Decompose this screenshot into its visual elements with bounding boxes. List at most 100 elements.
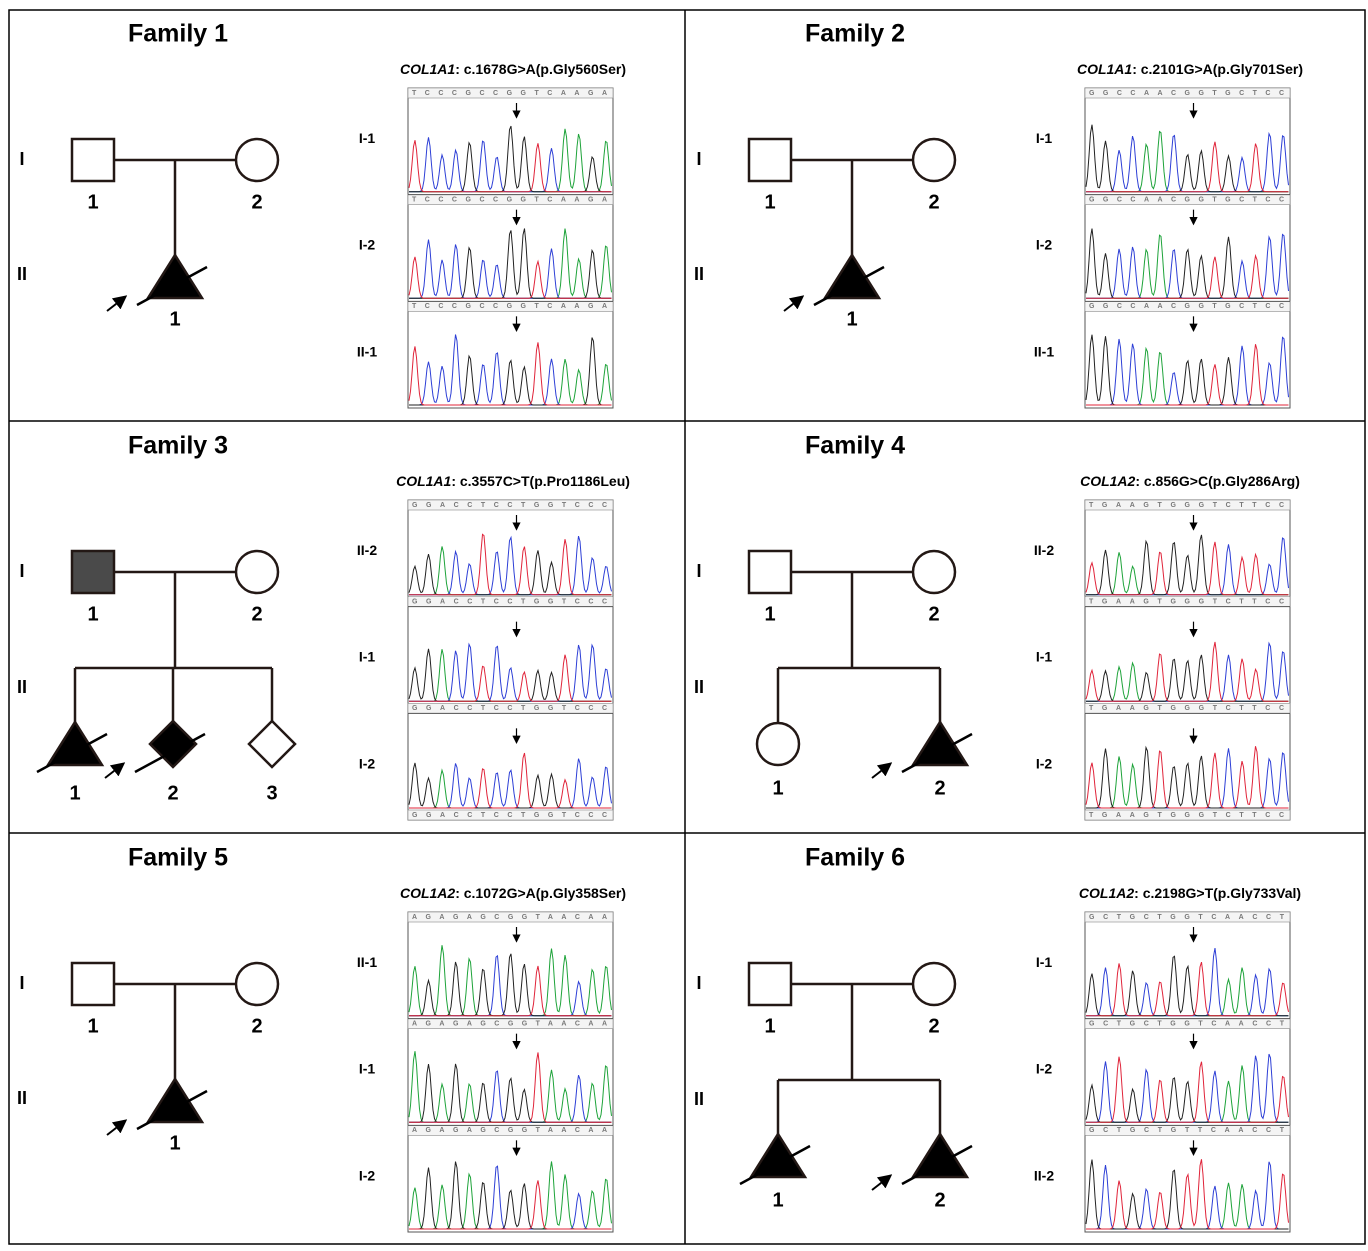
proband-arrow	[105, 764, 123, 778]
generation-label: I	[696, 149, 701, 169]
female-symbol	[236, 963, 278, 1005]
generation-label: I	[19, 561, 24, 581]
base-calls: TCCCGCCGGTCAAGA	[412, 90, 607, 97]
individual-number: 2	[167, 782, 178, 804]
male-symbol	[749, 139, 791, 181]
trace-label: II-1	[1034, 343, 1054, 359]
individual-number: 1	[772, 777, 783, 799]
gene-name: COL1A1	[400, 61, 455, 77]
trace-label: II-2	[1034, 1167, 1054, 1183]
base-calls: TGAAGTGGGTCTTCC	[1089, 705, 1284, 712]
base-calls: GGACCTCCTGGTCCC	[412, 812, 607, 819]
chromatogram-frame	[1085, 912, 1290, 1232]
family-title: Family 2	[805, 20, 905, 48]
generation-label: I	[696, 973, 701, 993]
individual-number: 1	[764, 603, 775, 625]
unknown-sex-symbol	[249, 721, 295, 767]
base-calls: GGCCAACGGTGCTCC	[1089, 90, 1284, 97]
trace-label: I-2	[1036, 237, 1053, 253]
family-title: Family 5	[128, 844, 228, 872]
individual-number: 1	[87, 191, 98, 213]
base-calls: GGCCAACGGTGCTCC	[1089, 197, 1284, 204]
family-title: Family 6	[805, 844, 905, 872]
female-symbol	[913, 551, 955, 593]
base-calls: GGACCTCCTGGTCCC	[412, 599, 607, 606]
individual-number: 2	[251, 1015, 262, 1037]
base-calls: AGAGAGCGGTAACAA	[412, 1021, 607, 1028]
family-panel: Family 3III12123COL1A1: c.3557C>T(p.Pro1…	[17, 432, 630, 820]
individual-number: 2	[934, 777, 945, 799]
pregnancy-loss-symbol	[825, 255, 879, 298]
trace-label: I-2	[359, 755, 376, 771]
individual-number: 3	[266, 782, 277, 804]
individual-number: 1	[846, 308, 857, 330]
generation-label: II	[694, 264, 704, 284]
trace-label: I-1	[1036, 954, 1053, 970]
male-symbol	[749, 551, 791, 593]
gene-name: COL1A1	[396, 473, 451, 489]
pregnancy-loss-symbol	[148, 1079, 202, 1122]
female-symbol	[757, 723, 799, 765]
base-calls: GCTGCTGTTCAACCT	[1089, 1127, 1285, 1134]
individual-number: 1	[772, 1189, 783, 1211]
gene-name: COL1A2	[1080, 473, 1135, 489]
base-calls: TGAAGTGGGTCTTCC	[1089, 812, 1284, 819]
trace-label: I-1	[359, 649, 376, 665]
mutation-label: COL1A2: c.1072G>A(p.Gly358Ser)	[400, 885, 626, 901]
generation-label: II	[694, 677, 704, 697]
proband-arrow	[784, 297, 802, 311]
individual-number: 1	[764, 1015, 775, 1037]
generation-label: II	[17, 1088, 27, 1108]
generation-label: II	[17, 677, 27, 697]
female-symbol	[236, 139, 278, 181]
family-title: Family 4	[805, 432, 905, 460]
family-title: Family 3	[128, 432, 228, 460]
individual-number: 2	[934, 1189, 945, 1211]
base-calls: GCTGCTGGTCAACCT	[1089, 1021, 1285, 1028]
base-calls: TGAAGTGGGTCTTCC	[1089, 502, 1284, 509]
generation-label: I	[19, 149, 24, 169]
pregnancy-loss-symbol	[913, 1134, 967, 1177]
variant: : c.2198G>T(p.Gly733Val)	[1134, 885, 1301, 901]
trace-label: I-2	[359, 1167, 376, 1183]
family-title: Family 1	[128, 20, 228, 48]
base-calls: GGACCTCCTGGTCCC	[412, 502, 607, 509]
male-symbol	[72, 139, 114, 181]
base-calls: AGAGAGCGGTAACAA	[412, 914, 607, 921]
individual-number: 1	[69, 782, 80, 804]
proband-arrow	[872, 1176, 890, 1190]
gene-name: COL1A1	[1077, 61, 1132, 77]
female-symbol	[236, 551, 278, 593]
pregnancy-loss-symbol	[913, 722, 967, 765]
trace-label: I-1	[359, 1061, 376, 1077]
variant: : c.2101G>A(p.Gly701Ser)	[1132, 61, 1303, 77]
generation-label: II	[694, 1089, 704, 1109]
trace-label: I-1	[359, 130, 376, 146]
base-calls: GGACCTCCTGGTCCC	[412, 705, 607, 712]
base-calls: GGCCAACGGTGCTCC	[1089, 303, 1284, 310]
individual-number: 1	[169, 308, 180, 330]
mutation-label: COL1A1: c.2101G>A(p.Gly701Ser)	[1077, 61, 1303, 77]
generation-label: I	[19, 973, 24, 993]
generation-label: I	[696, 561, 701, 581]
mutation-label: COL1A1: c.1678G>A(p.Gly560Ser)	[400, 61, 626, 77]
mutation-label: COL1A1: c.3557C>T(p.Pro1186Leu)	[396, 473, 630, 489]
individual-number: 1	[169, 1132, 180, 1154]
trace-label: I-2	[1036, 1061, 1053, 1077]
trace-label: II-1	[357, 343, 377, 359]
base-calls: TGAAGTGGGTCTTCC	[1089, 599, 1284, 606]
proband-arrow	[872, 764, 890, 778]
trace-label: I-1	[1036, 649, 1053, 665]
trace-label: I-1	[1036, 130, 1053, 146]
male-symbol	[72, 551, 114, 593]
gene-name: COL1A2	[1079, 885, 1134, 901]
trace-label: II-2	[357, 542, 377, 558]
male-symbol	[749, 963, 791, 1005]
pregnancy-loss-symbol	[751, 1134, 805, 1177]
figure: Family 1III121COL1A1: c.1678G>A(p.Gly560…	[0, 0, 1368, 1246]
base-calls: TCCCGCCGGTCAAGA	[412, 197, 607, 204]
